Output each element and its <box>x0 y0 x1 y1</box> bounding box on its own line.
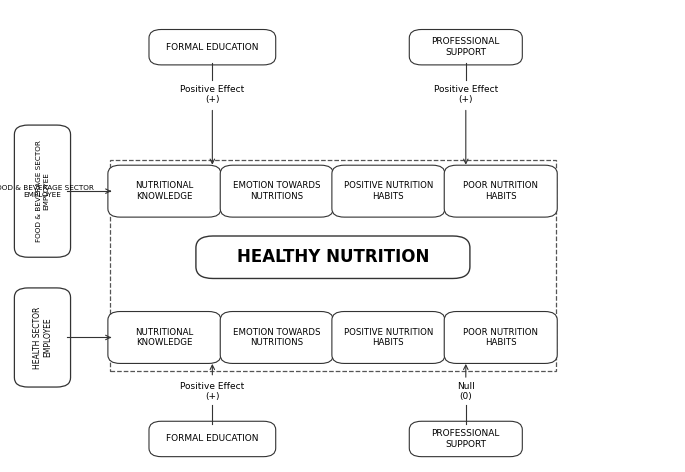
FancyBboxPatch shape <box>332 312 445 363</box>
FancyBboxPatch shape <box>149 421 275 457</box>
FancyBboxPatch shape <box>196 236 470 278</box>
Text: FOOD & BEVERAGE SECTOR
EMPLOYEE: FOOD & BEVERAGE SECTOR EMPLOYEE <box>36 140 49 242</box>
Text: Positive Effect
(+): Positive Effect (+) <box>180 84 245 104</box>
FancyBboxPatch shape <box>332 165 445 217</box>
Text: FORMAL EDUCATION: FORMAL EDUCATION <box>166 42 259 52</box>
FancyBboxPatch shape <box>14 288 71 387</box>
FancyBboxPatch shape <box>410 29 522 65</box>
Bar <box>110 160 556 371</box>
FancyBboxPatch shape <box>108 165 221 217</box>
Text: NUTRITIONAL
KNOWLEDGE: NUTRITIONAL KNOWLEDGE <box>135 181 194 201</box>
Text: PROFESSIONAL
SUPPORT: PROFESSIONAL SUPPORT <box>432 37 500 57</box>
Text: FOOD & BEVERAGE SECTOR
EMPLOYEE: FOOD & BEVERAGE SECTOR EMPLOYEE <box>0 185 93 198</box>
Text: HEALTHY NUTRITION: HEALTHY NUTRITION <box>237 248 429 266</box>
Text: Positive Effect
(+): Positive Effect (+) <box>180 382 245 402</box>
Text: FORMAL EDUCATION: FORMAL EDUCATION <box>166 434 259 444</box>
FancyBboxPatch shape <box>149 29 275 65</box>
Text: POSITIVE NUTRITION
HABITS: POSITIVE NUTRITION HABITS <box>344 328 433 347</box>
Text: NUTRITIONAL
KNOWLEDGE: NUTRITIONAL KNOWLEDGE <box>135 328 194 347</box>
Text: Positive Effect
(+): Positive Effect (+) <box>434 84 498 104</box>
FancyBboxPatch shape <box>220 165 334 217</box>
FancyBboxPatch shape <box>410 421 522 457</box>
Text: HEALTH SECTOR
EMPLOYEE: HEALTH SECTOR EMPLOYEE <box>33 306 52 369</box>
Text: PROFESSIONAL
SUPPORT: PROFESSIONAL SUPPORT <box>432 429 500 449</box>
FancyBboxPatch shape <box>108 312 221 363</box>
Text: EMOTION TOWARDS
NUTRITIONS: EMOTION TOWARDS NUTRITIONS <box>233 181 321 201</box>
Text: Null
(0): Null (0) <box>457 382 475 402</box>
FancyBboxPatch shape <box>14 125 71 257</box>
FancyBboxPatch shape <box>220 312 334 363</box>
Text: POOR NUTRITION
HABITS: POOR NUTRITION HABITS <box>463 181 538 201</box>
Text: POSITIVE NUTRITION
HABITS: POSITIVE NUTRITION HABITS <box>344 181 433 201</box>
FancyBboxPatch shape <box>444 312 557 363</box>
FancyBboxPatch shape <box>444 165 557 217</box>
Text: EMOTION TOWARDS
NUTRITIONS: EMOTION TOWARDS NUTRITIONS <box>233 328 321 347</box>
Text: POOR NUTRITION
HABITS: POOR NUTRITION HABITS <box>463 328 538 347</box>
